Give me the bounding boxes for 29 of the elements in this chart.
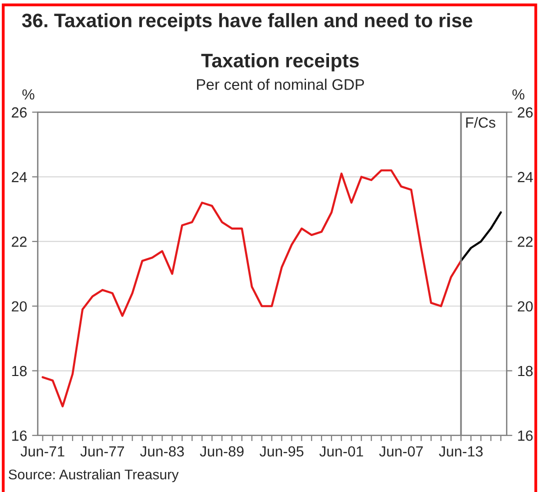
y2-tick-label: 16 (518, 430, 533, 441)
line-series (42, 169, 462, 408)
y2-tick-label: 26 (518, 107, 533, 118)
y-tick-label: 18 (12, 366, 27, 376)
y-tick-label: 24 (12, 172, 27, 182)
y-axis-title: % (22, 89, 34, 100)
chart-title: Taxation receipts (201, 53, 359, 72)
y-tick-label: 16 (12, 430, 27, 441)
x-tick-label: Jun-01 (319, 446, 364, 457)
ref-line-label: F/Cs (466, 117, 496, 128)
y-tick-label: 26 (12, 107, 27, 118)
x-tick-label: Jun-77 (80, 446, 124, 457)
y2-tick-label: 22 (518, 236, 533, 247)
line-series (460, 211, 502, 262)
y2-axis-title: % (512, 89, 524, 100)
y2-tick-label: 20 (518, 301, 533, 312)
x-tick-label: Jun-13 (438, 446, 483, 457)
x-tick-label: Jun-89 (200, 446, 244, 457)
y2-tick-label: 18 (518, 366, 533, 376)
x-tick-label: Jun-71 (20, 446, 64, 457)
x-tick-label: Jun-95 (260, 446, 304, 457)
source-note: Source: Australian Treasury (8, 469, 179, 482)
y-tick-label: 22 (12, 236, 27, 247)
text: 36. Taxation receipts have fallen and need to rise (22, 13, 472, 32)
x-tick-label: Jun-83 (140, 446, 184, 457)
x-tick-label: Jun-07 (379, 446, 423, 457)
chart-subtitle: Per cent of nominal GDP (197, 78, 364, 90)
y2-tick-label: 24 (518, 172, 533, 182)
y-tick-label: 20 (12, 301, 27, 312)
